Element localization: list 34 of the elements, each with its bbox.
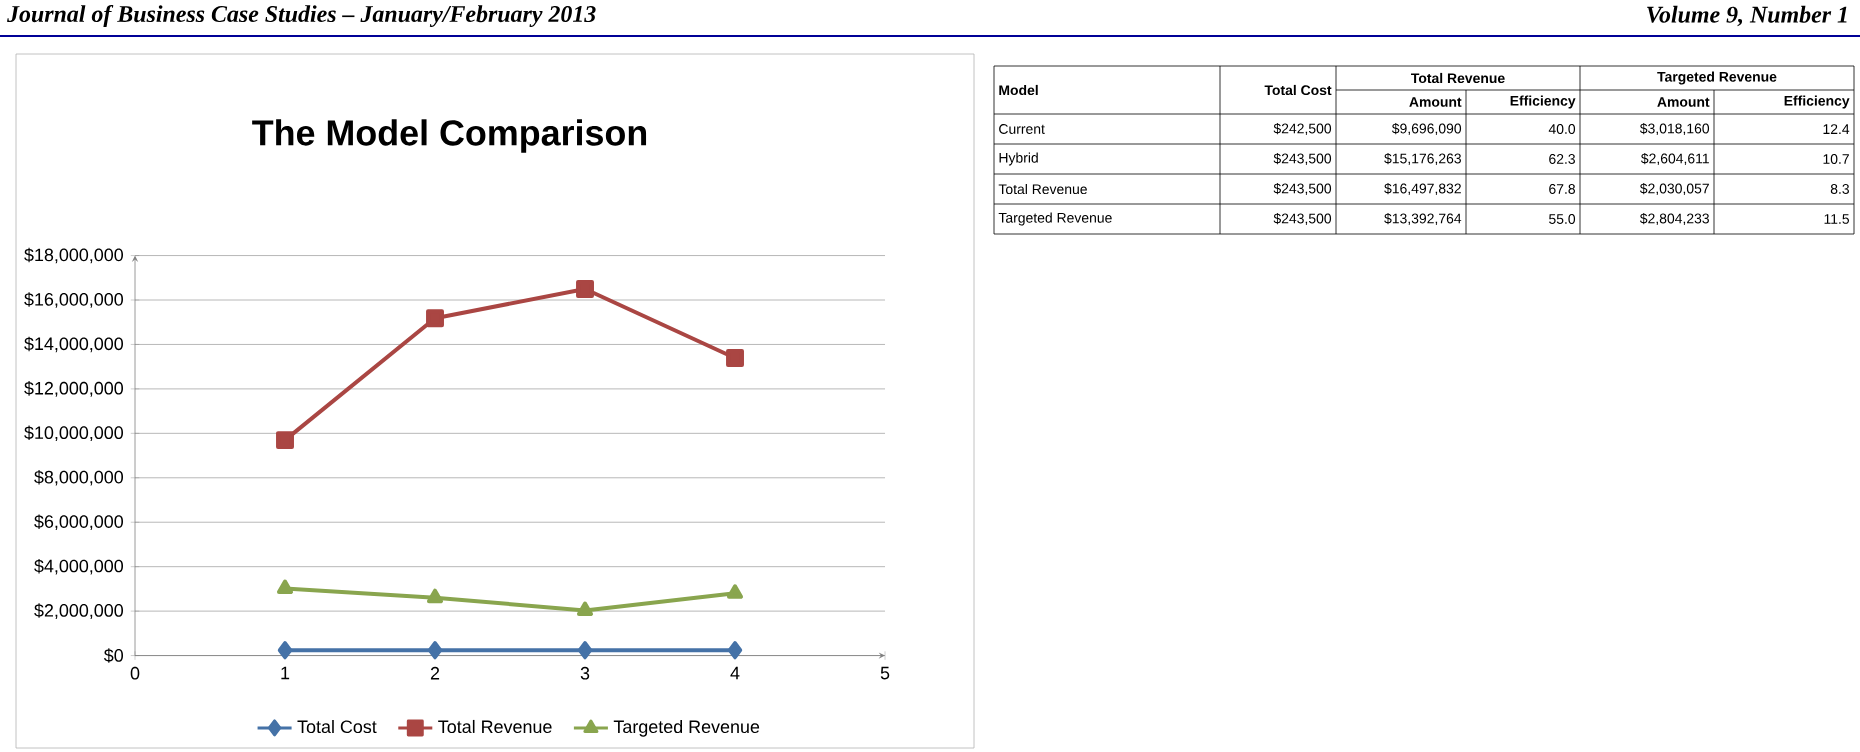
y-tick-label: $0 bbox=[103, 648, 124, 663]
x-tick-label: 0 bbox=[130, 666, 140, 680]
x-tick-label: 2 bbox=[430, 666, 440, 680]
y-tick-label: $16,000,000 bbox=[24, 292, 124, 308]
y-tick-label: $4,000,000 bbox=[34, 558, 124, 575]
point bbox=[726, 348, 744, 367]
y-tick-label: $14,000,000 bbox=[24, 336, 124, 353]
x-tick-label: 5 bbox=[880, 666, 890, 680]
point bbox=[576, 279, 594, 298]
point bbox=[276, 579, 294, 594]
x-tick-label: 4 bbox=[730, 666, 740, 680]
point bbox=[276, 431, 294, 450]
text: Volume 9, Number 1 bbox=[1647, 5, 1847, 27]
legend-label: Total Cost bbox=[297, 719, 377, 734]
point bbox=[277, 641, 293, 660]
y-tick-label: $8,000,000 bbox=[34, 470, 124, 486]
y-tick-label: $2,000,000 bbox=[34, 603, 124, 619]
text: Journal of Business Case Studies – January/February 2013 bbox=[7, 5, 596, 27]
point bbox=[427, 641, 443, 660]
y-tick-label: $12,000,000 bbox=[24, 381, 124, 397]
legend-label: Total Revenue bbox=[438, 719, 552, 734]
x-tick-label: 3 bbox=[580, 666, 590, 680]
point bbox=[727, 641, 743, 660]
x-tick-label: 1 bbox=[281, 666, 290, 680]
legend-label: Targeted Revenue bbox=[613, 719, 760, 737]
chart-title: The Model Comparison bbox=[252, 119, 647, 153]
y-tick-label: $18,000,000 bbox=[24, 247, 124, 264]
y-tick-label: $6,000,000 bbox=[34, 514, 124, 530]
y-tick-label: $10,000,000 bbox=[24, 425, 124, 442]
point bbox=[426, 588, 444, 604]
point bbox=[726, 584, 744, 599]
point bbox=[426, 309, 444, 328]
point bbox=[577, 641, 593, 660]
point bbox=[576, 601, 594, 616]
